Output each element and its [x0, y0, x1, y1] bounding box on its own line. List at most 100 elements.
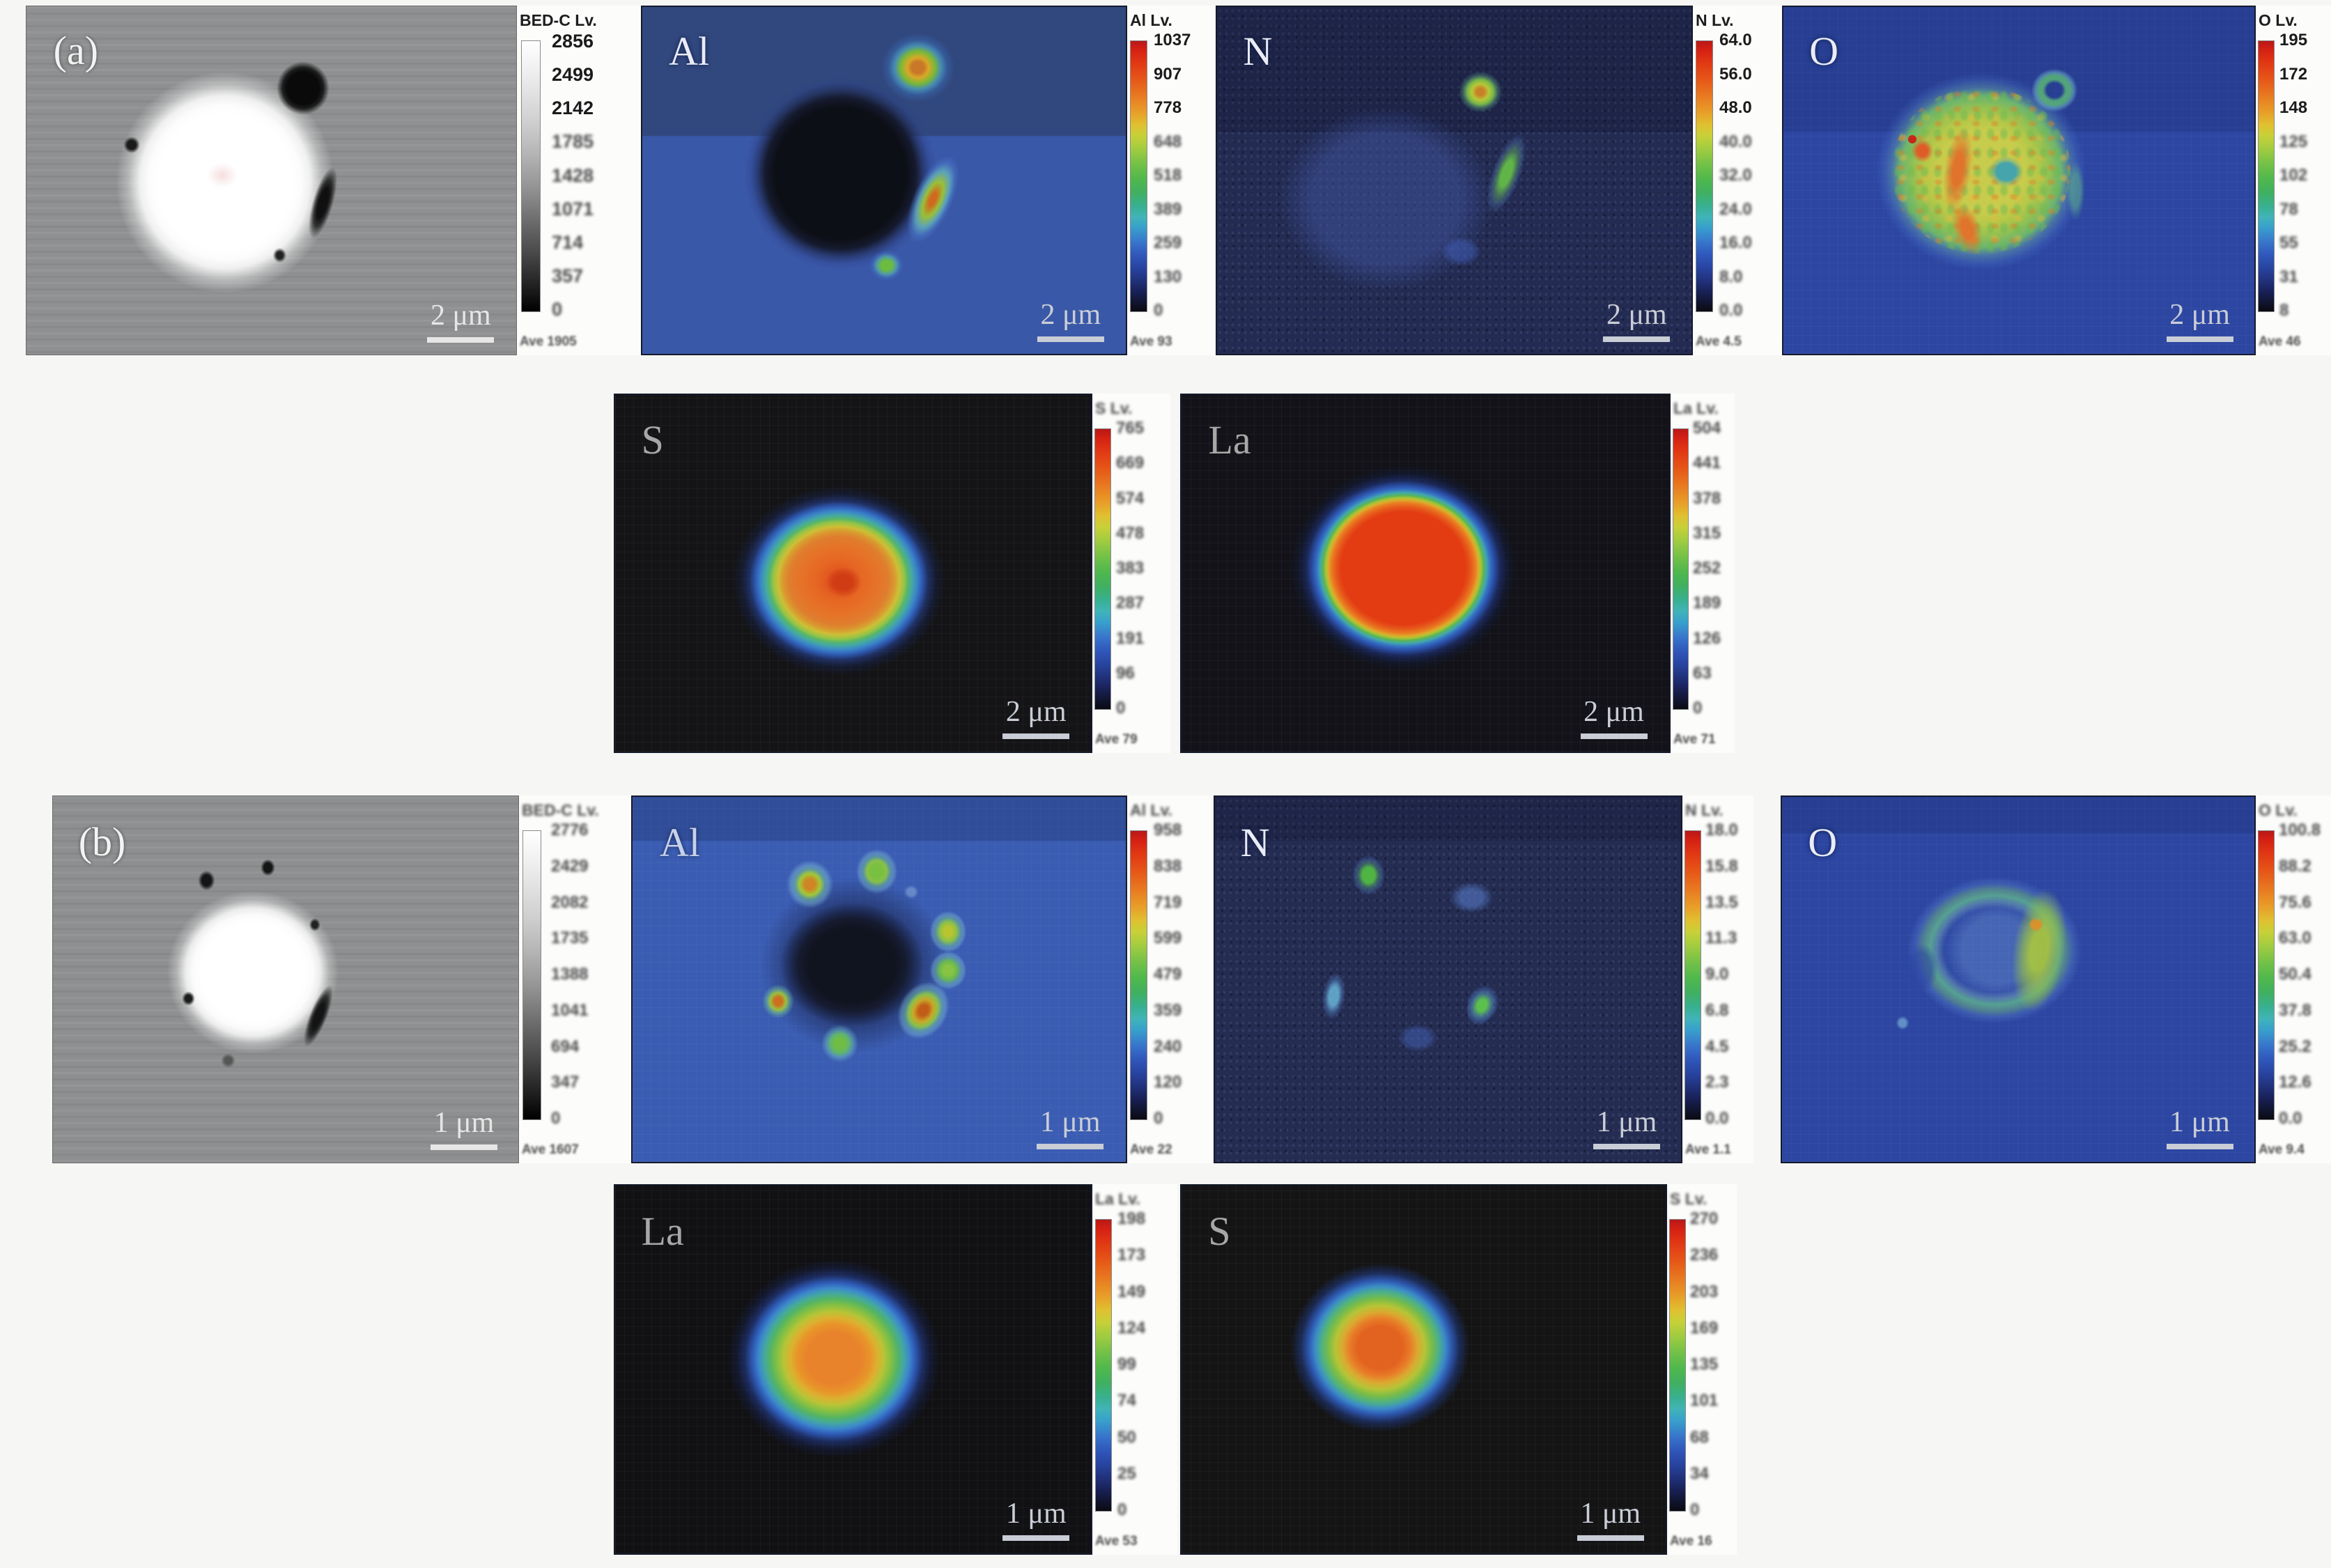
colorbar-tick: 287 — [1116, 593, 1145, 613]
colorbar-gradient — [1094, 428, 1111, 710]
colorbar-gradient — [521, 40, 541, 312]
colorbar-ticks: 100.8 88.2 75.6 63.0 50.4 37.8 25.2 12.6 0.0 — [2279, 822, 2321, 1127]
colorbar-tick: 18.0 — [1705, 821, 1738, 839]
la-a-colorbar: La Lv. 504 441 378 315 252 189 126 63 0 Ave 71 — [1671, 394, 1735, 753]
scan-band — [633, 797, 1126, 841]
colorbar-tick: 719 — [1154, 892, 1182, 912]
al-hotspot — [854, 848, 899, 896]
colorbar-average: Ave 93 — [1130, 334, 1172, 349]
scale-bar-text: 1 μm — [433, 1106, 495, 1139]
colorbar-tick: 0 — [1116, 699, 1126, 717]
scale-bar: 2 μm — [2166, 298, 2233, 342]
la-blob — [720, 1252, 949, 1466]
colorbar-average: Ave 53 — [1095, 1534, 1138, 1548]
element-label: Al — [669, 28, 710, 74]
o-a-colorbar: O Lv. 195 172 148 125 102 78 55 31 8 Ave 46 — [2256, 6, 2331, 355]
green-ring — [2028, 65, 2080, 115]
ring-gap — [1905, 942, 1938, 994]
s-a-map: S 2 μm — [614, 394, 1092, 753]
colorbar-tick: 101 — [1690, 1391, 1719, 1411]
colorbar-tick: 50 — [1117, 1427, 1136, 1447]
al-hotspot — [785, 859, 835, 910]
colorbar-title: La Lv. — [1095, 1190, 1140, 1208]
scale-bar-line — [1603, 336, 1671, 342]
colorbar-average: Ave 46 — [2259, 334, 2301, 349]
panel-al-b: Al 1 μm Al Lv. 958 838 719 599 479 359 240 120 0… — [631, 795, 1214, 1163]
scale-bar-text: 1 μm — [1005, 1497, 1067, 1530]
scale-bar: 1 μm — [1593, 1108, 1660, 1149]
scale-bar: 2 μm — [1603, 298, 1671, 342]
cyan-streak — [1319, 970, 1349, 1021]
colorbar-tick: 37.8 — [2279, 1000, 2311, 1020]
al-hotspot — [761, 983, 796, 1020]
s-blob — [1278, 1252, 1482, 1443]
colorbar-gradient — [522, 830, 541, 1120]
colorbar-tick: 518 — [1154, 166, 1182, 185]
colorbar-ticks: 958 838 719 599 479 359 240 120 0 — [1154, 822, 1182, 1127]
colorbar-tick: 169 — [1690, 1318, 1719, 1337]
element-label: La — [1208, 417, 1251, 463]
la-a-map: La 2 μm — [1180, 394, 1671, 753]
colorbar-tick: 599 — [1154, 929, 1182, 948]
element-label: N — [1243, 28, 1273, 74]
group-label: (b) — [78, 818, 126, 864]
scale-bar-text: 2 μm — [1040, 298, 1101, 331]
colorbar-tick: 48.0 — [1719, 98, 1752, 117]
bedc-b-map: (b) 1 μm — [52, 795, 519, 1163]
panel-bedc-a: (a) 2 μm BED-C Lv. 2856 2499 2142 1785 1428 1… — [26, 6, 642, 355]
al-hotspot — [928, 910, 968, 954]
colorbar-tick: 838 — [1154, 856, 1182, 876]
orange-dot — [2027, 917, 2044, 932]
scale-bar: 1 μm — [2166, 1108, 2233, 1149]
colorbar-tick: 124 — [1117, 1318, 1146, 1337]
colorbar-tick: 669 — [1116, 453, 1145, 473]
colorbar-tick: 16.0 — [1719, 233, 1752, 252]
colorbar-tick: 347 — [551, 1073, 580, 1092]
colorbar-gradient — [1669, 1219, 1686, 1512]
panel-bedc-b: (b) 1 μm BED-C Lv. 2776 2429 2082 1735 1388 1… — [52, 795, 632, 1163]
colorbar-ticks: 1037 907 778 648 518 389 259 130 0 — [1154, 32, 1191, 319]
faint-patch — [1440, 235, 1483, 267]
colorbar-title: N Lv. — [1696, 11, 1734, 29]
element-label: S — [1208, 1208, 1231, 1254]
scan-band — [1782, 797, 2254, 834]
panel-o-a: O 2 μm O Lv. 195 172 148 125 102 78 55 31 8 Ave … — [1782, 6, 2331, 355]
colorbar-tick: 15.8 — [1705, 856, 1738, 876]
scale-bar-line — [427, 336, 495, 343]
colorbar-tick: 765 — [1116, 419, 1145, 437]
colorbar-tick: 8 — [2279, 301, 2289, 320]
colorbar-tick: 130 — [1154, 267, 1182, 286]
colorbar-title: BED-C Lv. — [520, 11, 597, 29]
o-a-map: O 2 μm — [1782, 6, 2256, 355]
dark-inclusion — [271, 247, 288, 264]
panel-s-b: S 1 μm S Lv. 270 236 203 169 135 101 68 34 0 Ave… — [1180, 1184, 1737, 1555]
scale-bar-text: 2 μm — [1606, 298, 1667, 331]
scale-bar: 2 μm — [427, 299, 495, 343]
colorbar-tick: 120 — [1154, 1073, 1182, 1092]
colorbar-title: La Lv. — [1673, 399, 1719, 417]
colorbar-gradient — [2258, 40, 2275, 312]
colorbar-tick: 0 — [1154, 1109, 1163, 1128]
colorbar-tick: 778 — [1154, 98, 1182, 117]
colorbar-tick: 75.6 — [2279, 892, 2311, 912]
colorbar-tick: 1735 — [551, 929, 589, 948]
colorbar-tick: 504 — [1693, 419, 1721, 437]
n-a-map: N 2 μm — [1216, 6, 1693, 355]
scale-bar-text: 2 μm — [431, 299, 491, 332]
colorbar-tick: 102 — [2279, 166, 2308, 185]
faint-arc — [1448, 880, 1495, 914]
colorbar-tick: 0 — [1117, 1500, 1127, 1519]
colorbar-tick: 1428 — [552, 164, 594, 186]
dark-inclusion — [260, 858, 276, 877]
scale-bar-line — [1002, 1535, 1070, 1541]
al-a-map: Al 2 μm — [641, 6, 1127, 355]
scale-bar-text: 2 μm — [2169, 298, 2230, 331]
faint-patch — [1396, 1023, 1439, 1053]
colorbar-tick: 198 — [1117, 1209, 1146, 1228]
colorbar-tick: 88.2 — [2279, 856, 2311, 876]
colorbar-title: BED-C Lv. — [522, 801, 599, 819]
colorbar-tick: 172 — [2279, 64, 2308, 84]
colorbar-tick: 1071 — [552, 198, 594, 219]
scale-bar-line — [1037, 336, 1104, 342]
scale-bar: 2 μm — [1002, 697, 1070, 740]
